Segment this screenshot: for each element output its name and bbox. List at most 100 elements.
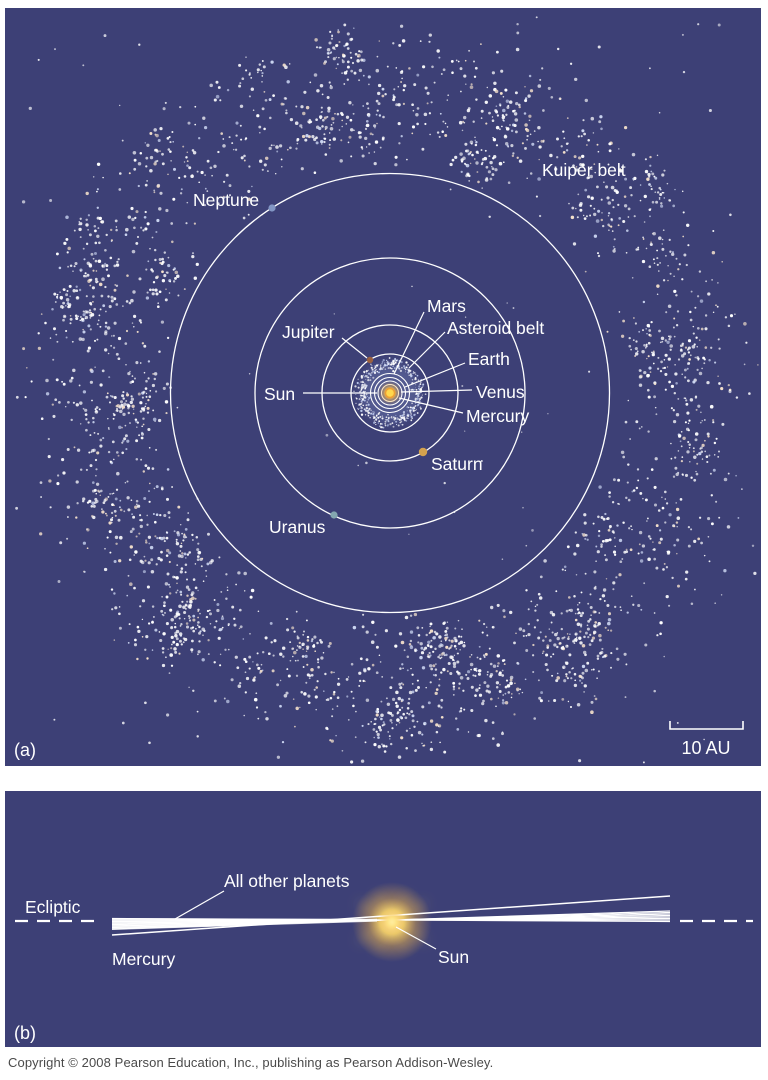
belt-dot [548,628,551,630]
belt-dot [666,366,669,368]
belt-dot [61,307,64,310]
earth-leader-line [404,362,466,388]
belt-dot [581,682,583,684]
belt-dot [524,99,528,103]
belt-dot [696,453,699,456]
belt-dot [668,604,671,607]
belt-dot [610,652,613,655]
belt-dot [648,265,652,269]
belt-dot [199,612,201,615]
belt-dot [180,542,183,545]
sun-ray [401,900,427,919]
belt-dot [171,643,173,646]
belt-dot [515,130,518,134]
belt-dot [498,161,503,166]
belt-dot [161,651,165,654]
belt-dot [139,410,143,413]
belt-dot [291,647,294,651]
belt-dot [612,531,615,534]
belt-dot [712,468,716,472]
belt-dot [556,156,559,159]
belt-dot [467,153,470,156]
belt-dot [377,725,382,730]
belt-dot [352,697,355,700]
belt-dot [311,638,314,641]
belt-dot [190,648,194,652]
belt-dot [697,23,700,26]
belt-dot [434,647,437,651]
belt-dot [581,129,585,133]
belt-dot [138,43,141,46]
belt-dot [66,537,69,540]
belt-dot [522,506,524,509]
belt-dot [84,413,88,416]
belt-dot [569,62,573,65]
belt-dot [292,698,295,700]
belt-dot [114,497,118,501]
belt-dot [568,671,571,674]
belt-dot [85,223,89,227]
belt-dot [522,634,525,638]
belt-dot [648,329,652,332]
belt-dot [155,513,159,517]
belt-dot [625,548,628,551]
belt-dot [397,122,401,126]
belt-dot [186,600,189,603]
belt-dot [536,603,539,606]
belt-dot [93,307,96,311]
belt-dot [556,672,559,675]
belt-dot [94,366,96,368]
belt-dot [140,436,144,440]
belt-dot [360,146,363,149]
belt-dot [565,149,569,152]
belt-dot [389,711,393,715]
belt-dot [115,228,118,232]
belt-dot [567,142,569,145]
belt-dot [453,636,457,640]
belt-dot [410,644,413,647]
belt-dot [606,603,610,608]
belt-dot [400,700,403,703]
belt-dot [397,755,402,759]
belt-dot [381,415,384,417]
belt-dot [470,654,473,656]
belt-dot [537,592,541,596]
belt-dot [367,403,370,406]
belt-dot [164,298,168,302]
belt-dot [154,628,158,632]
belt-dot [605,578,608,580]
belt-dot [174,276,177,280]
belt-dot [95,492,97,495]
belt-dot [656,634,659,637]
belt-dot [469,151,472,153]
belt-dot [701,420,703,422]
belt-dot [106,392,109,395]
belt-dot [296,142,299,145]
belt-dot [584,631,588,635]
belt-dot [197,542,200,545]
belt-dot [686,367,689,370]
belt-dot [419,406,422,409]
belt-dot [392,370,395,373]
belt-dot [502,694,504,696]
belt-dot [418,395,420,397]
belt-dot [160,320,165,324]
belt-dot [257,666,261,670]
belt-dot [699,299,704,303]
belt-dot [663,366,667,370]
belt-dot [720,387,724,391]
belt-dot [206,562,210,566]
belt-dot [447,661,451,666]
belt-dot [553,643,557,647]
belt-dot [383,750,387,753]
belt-dot [138,532,141,535]
belt-dot [145,403,147,405]
belt-dot [667,279,669,282]
belt-dot [670,442,672,445]
belt-dot [141,636,144,638]
belt-dot [259,159,263,163]
belt-dot [82,247,85,250]
belt-dot [576,608,580,611]
belt-dot [391,721,393,724]
belt-dot [178,652,181,655]
